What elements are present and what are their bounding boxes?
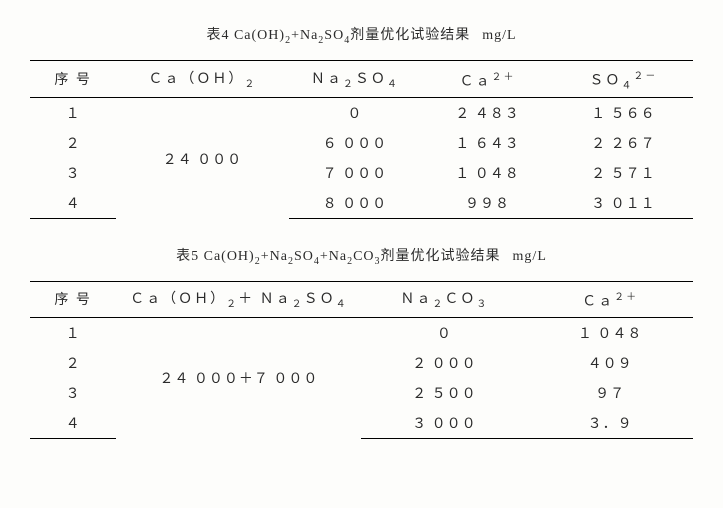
table5-caption-prefix: 表5 bbox=[176, 249, 204, 264]
table4-caption: 表4 Ca(OH)2+Na2SO4剂量优化试验结果mg/L bbox=[30, 24, 693, 46]
table5: 序 号 Ｃａ（ＯＨ）２＋ Ｎａ２ＳＯ４ Ｎａ２ＣＯ３ Ｃａ２＋ １ ２４ ０００… bbox=[30, 281, 693, 439]
cell-so4: ２ ２６７ bbox=[554, 128, 693, 158]
cell-naso: ０ bbox=[289, 98, 422, 129]
table4-header-row: 序 号 Ｃａ（ＯＨ）２ Ｎａ２ＳＯ４ Ｃａ２＋ ＳＯ４２－ bbox=[30, 60, 693, 97]
table-row: １ ２４ ０００＋７ ０００ ０ １ ０４８ bbox=[30, 317, 693, 348]
cell-na2co3: ０ bbox=[361, 317, 527, 348]
col-seq: 序 号 bbox=[30, 282, 116, 318]
table4-caption-prefix: 表4 bbox=[206, 28, 234, 43]
cell-so4: ３ ０１１ bbox=[554, 188, 693, 219]
cell-na2co3: ２ ５００ bbox=[361, 378, 527, 408]
cell-naso: ８ ０００ bbox=[289, 188, 422, 219]
cell-caoh-merged: ２４ ０００ bbox=[116, 98, 288, 219]
col-naso: Ｎａ２ＳＯ４ bbox=[289, 60, 422, 97]
table5-header-row: 序 号 Ｃａ（ＯＨ）２＋ Ｎａ２ＳＯ４ Ｎａ２ＣＯ３ Ｃａ２＋ bbox=[30, 282, 693, 318]
table4: 序 号 Ｃａ（ＯＨ）２ Ｎａ２ＳＯ４ Ｃａ２＋ ＳＯ４２－ １ ２４ ０００ ０… bbox=[30, 60, 693, 219]
col-ca-ion: Ｃａ２＋ bbox=[527, 282, 693, 318]
cell-naso: ６ ０００ bbox=[289, 128, 422, 158]
cell-seq: ４ bbox=[30, 188, 116, 219]
cell-ca: １ ０４８ bbox=[527, 317, 693, 348]
cell-ca: １ ０４８ bbox=[421, 158, 554, 188]
cell-ca: ２ ４８３ bbox=[421, 98, 554, 129]
table-row: １ ２４ ０００ ０ ２ ４８３ １ ５６６ bbox=[30, 98, 693, 129]
table5-caption: 表5 Ca(OH)2+Na2SO4+Na2CO3剂量优化试验结果mg/L bbox=[30, 245, 693, 267]
cell-so4: １ ５６６ bbox=[554, 98, 693, 129]
cell-na2co3: ２ ０００ bbox=[361, 348, 527, 378]
col-seq: 序 号 bbox=[30, 60, 116, 97]
cell-ca: ４０９ bbox=[527, 348, 693, 378]
col-so4-ion: ＳＯ４２－ bbox=[554, 60, 693, 97]
col-na2co3: Ｎａ２ＣＯ３ bbox=[361, 282, 527, 318]
cell-seq: １ bbox=[30, 98, 116, 129]
cell-seq: ２ bbox=[30, 128, 116, 158]
cell-mix-merged: ２４ ０００＋７ ０００ bbox=[116, 317, 361, 438]
col-caoh: Ｃａ（ＯＨ）２ bbox=[116, 60, 288, 97]
cell-seq: ４ bbox=[30, 408, 116, 439]
table4-caption-unit: mg/L bbox=[482, 28, 516, 43]
cell-ca: １ ６４３ bbox=[421, 128, 554, 158]
cell-na2co3: ３ ０００ bbox=[361, 408, 527, 439]
cell-seq: ３ bbox=[30, 158, 116, 188]
cell-ca: ９９８ bbox=[421, 188, 554, 219]
cell-ca: ９７ bbox=[527, 378, 693, 408]
cell-seq: １ bbox=[30, 317, 116, 348]
cell-seq: ３ bbox=[30, 378, 116, 408]
cell-ca: ３．９ bbox=[527, 408, 693, 439]
cell-so4: ２ ５７１ bbox=[554, 158, 693, 188]
cell-seq: ２ bbox=[30, 348, 116, 378]
col-caoh-naso: Ｃａ（ＯＨ）２＋ Ｎａ２ＳＯ４ bbox=[116, 282, 361, 318]
cell-naso: ７ ０００ bbox=[289, 158, 422, 188]
table5-caption-unit: mg/L bbox=[513, 249, 547, 264]
col-ca-ion: Ｃａ２＋ bbox=[421, 60, 554, 97]
